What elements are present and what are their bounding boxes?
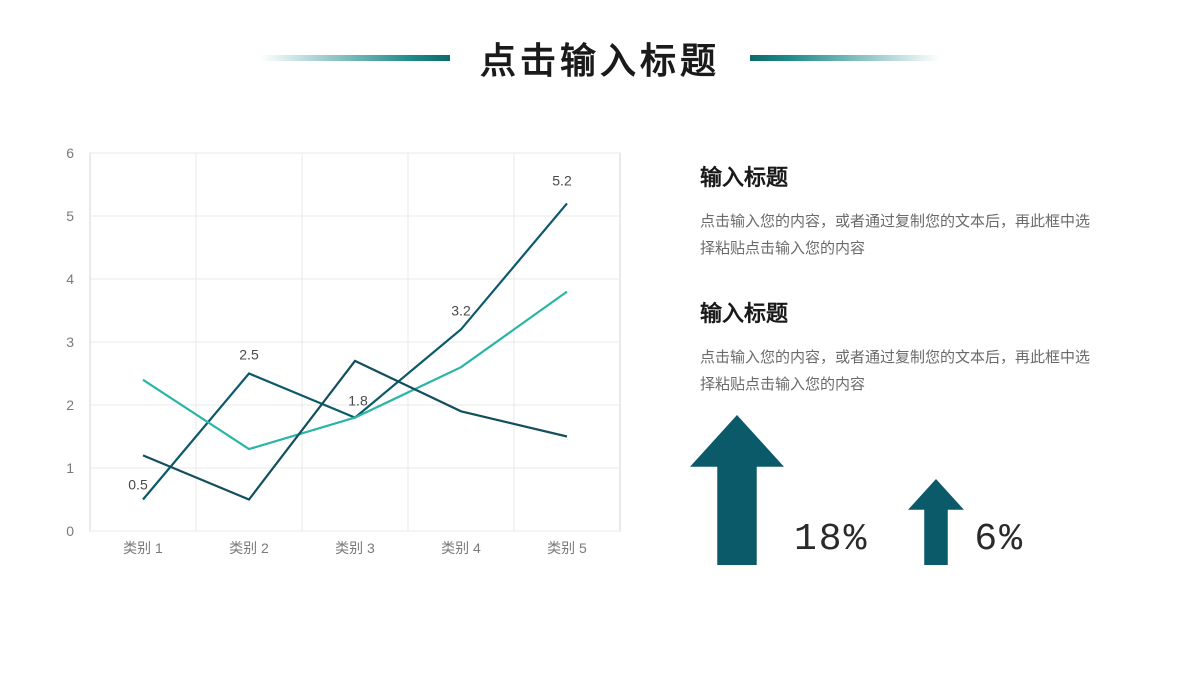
svg-text:3.2: 3.2 bbox=[451, 302, 471, 318]
svg-text:5: 5 bbox=[66, 208, 74, 224]
page-title: 点击输入标题 bbox=[480, 32, 720, 84]
svg-text:0: 0 bbox=[66, 523, 74, 539]
svg-text:4: 4 bbox=[66, 271, 74, 287]
svg-text:类别 2: 类别 2 bbox=[229, 540, 269, 556]
svg-text:1.8: 1.8 bbox=[348, 393, 368, 409]
section-body: 点击输入您的内容，或者通过复制您的文本后，再此框中选择粘贴点击输入您的内容 bbox=[700, 344, 1100, 398]
right-column: 输入标题 点击输入您的内容，或者通过复制您的文本后，再此框中选择粘贴点击输入您的… bbox=[700, 160, 1100, 432]
section-1: 输入标题 点击输入您的内容，或者通过复制您的文本后，再此框中选择粘贴点击输入您的… bbox=[700, 160, 1100, 262]
title-accent-right bbox=[750, 55, 940, 61]
title-accent-left bbox=[260, 55, 450, 61]
stat-1: 18% bbox=[690, 415, 868, 565]
stat-2: 6% bbox=[908, 479, 1024, 565]
svg-text:类别 4: 类别 4 bbox=[441, 540, 481, 556]
svg-text:类别 5: 类别 5 bbox=[547, 540, 587, 556]
line-chart: 0 1 2 3 4 5 6 类别 1 类别 2 类别 3 类别 4 类别 5 0.5 2.5 1.8 3.2 5… bbox=[60, 145, 630, 565]
svg-text:类别 1: 类别 1 bbox=[123, 540, 163, 556]
svg-text:1: 1 bbox=[66, 460, 74, 476]
section-2: 输入标题 点击输入您的内容，或者通过复制您的文本后，再此框中选择粘贴点击输入您的… bbox=[700, 296, 1100, 398]
svg-text:2: 2 bbox=[66, 397, 74, 413]
section-title: 输入标题 bbox=[700, 160, 1100, 192]
svg-text:5.2: 5.2 bbox=[552, 172, 572, 188]
stat-value: 18% bbox=[794, 518, 868, 565]
arrow-up-icon bbox=[908, 479, 964, 565]
svg-text:0.5: 0.5 bbox=[128, 477, 148, 493]
line-chart-svg: 0 1 2 3 4 5 6 类别 1 类别 2 类别 3 类别 4 类别 5 0.5 2.5 1.8 3.2 5… bbox=[60, 145, 630, 565]
svg-text:3: 3 bbox=[66, 334, 74, 350]
svg-text:6: 6 bbox=[66, 145, 74, 161]
section-title: 输入标题 bbox=[700, 296, 1100, 328]
svg-text:类别 3: 类别 3 bbox=[335, 540, 375, 556]
section-body: 点击输入您的内容，或者通过复制您的文本后，再此框中选择粘贴点击输入您的内容 bbox=[700, 208, 1100, 262]
stat-value: 6% bbox=[974, 518, 1024, 565]
stats-row: 18% 6% bbox=[690, 415, 1024, 565]
svg-text:2.5: 2.5 bbox=[239, 347, 259, 363]
title-row: 点击输入标题 bbox=[0, 32, 1200, 84]
arrow-up-icon bbox=[690, 415, 784, 565]
